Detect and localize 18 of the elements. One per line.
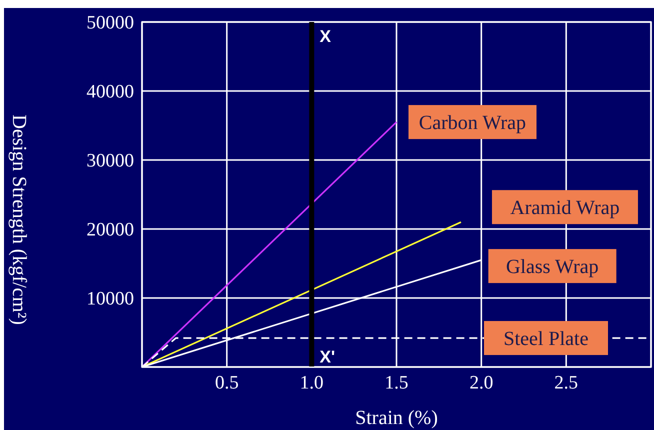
x-tick-label: 1.0 [300, 372, 324, 394]
y-tick-label: 30000 [86, 150, 134, 172]
series-label: Glass Wrap [506, 256, 599, 278]
y-tick-label: 40000 [86, 82, 134, 103]
x-axis-title: Strain (%) [355, 407, 438, 429]
x-tick-label: 2.0 [469, 372, 494, 394]
x-tick-label: 0.5 [214, 372, 239, 394]
y-tick-label: 10000 [86, 288, 134, 310]
y-tick-label: 20000 [86, 220, 134, 241]
x-tick-label: 2.5 [554, 372, 578, 394]
annotation: X [320, 26, 332, 46]
x-tick-label: 1.5 [384, 372, 408, 394]
series-label: Steel Plate [504, 328, 589, 350]
y-axis-title: Design Strength (kgf/cm²) [8, 114, 30, 325]
text: Aramid Wrap [510, 197, 620, 220]
series-label: Carbon Wrap [418, 112, 526, 134]
y-tick-label: 50000 [86, 12, 134, 34]
annotation: X' [320, 348, 336, 367]
